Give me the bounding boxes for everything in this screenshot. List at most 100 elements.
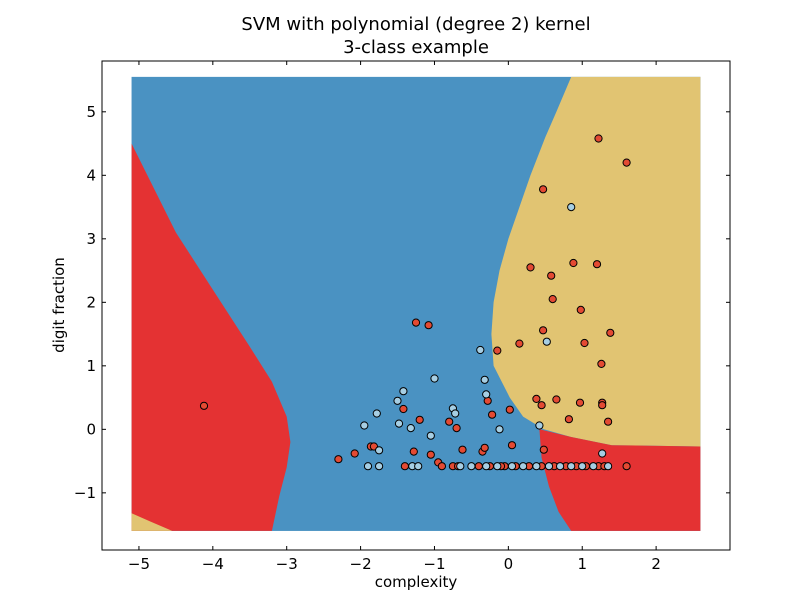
- scatter-point-red: [569, 258, 578, 268]
- decision-regions: [131, 76, 701, 531]
- scatter-point-red: [539, 326, 548, 335]
- x-tick-label: −5: [128, 555, 150, 573]
- scatter-point-red: [604, 417, 613, 426]
- scatter-point-red: [526, 263, 535, 272]
- y-tick-label: 3: [86, 230, 96, 248]
- scatter-point-blue: [480, 375, 489, 384]
- scatter-point-red: [199, 401, 209, 410]
- scatter-point-blue: [372, 409, 381, 418]
- scatter-point-red: [580, 338, 589, 348]
- scatter-point-red: [415, 415, 424, 424]
- y-axis: −1 0 1 2 3 4 5: [74, 103, 730, 502]
- scatter-point-red: [488, 410, 497, 419]
- x-tick-label: −4: [202, 555, 224, 573]
- scatter-point-red: [606, 328, 615, 337]
- scatter-point-blue: [532, 462, 541, 471]
- region-yellow-corner: [131, 513, 173, 531]
- scatter-point-blue: [544, 462, 554, 471]
- y-tick-label: 5: [86, 103, 96, 121]
- scatter-point-blue: [567, 462, 576, 471]
- scatter-point-red: [399, 404, 408, 414]
- scatter-point-blue: [375, 446, 384, 455]
- scatter-point-blue: [535, 421, 544, 430]
- y-tick-label: 4: [86, 166, 96, 184]
- scatter-point-blue: [394, 419, 404, 428]
- x-tick-label: 0: [504, 555, 514, 573]
- scatter-point-blue: [482, 462, 491, 471]
- scatter-point-blue: [430, 374, 439, 383]
- scatter-point-blue: [578, 462, 587, 471]
- scatter-point-red: [507, 441, 517, 450]
- scatter-point-blue: [482, 390, 491, 399]
- scatter-point-blue: [414, 462, 423, 471]
- scatter-point-blue: [426, 431, 435, 440]
- scatter-point-red: [350, 449, 359, 458]
- scatter-point-red: [480, 443, 489, 452]
- plot-frame: [101, 60, 731, 551]
- x-tick-label: −3: [276, 555, 298, 573]
- scatter-point-red: [458, 445, 467, 454]
- y-tick-label: −1: [74, 484, 96, 502]
- scatter-point-blue: [456, 462, 465, 471]
- scatter-point-blue: [360, 421, 369, 430]
- x-tick-label: 1: [577, 555, 587, 573]
- scatter-point-red: [505, 405, 514, 414]
- x-axis: −5 −4 −3 −2 −1 0 1 2: [128, 61, 661, 573]
- scatter-point-red: [564, 415, 574, 424]
- scatter-point-red: [532, 394, 541, 403]
- scatter-point-red: [437, 462, 446, 471]
- chart-subtitle: 3-class example: [343, 37, 489, 58]
- x-axis-label: complexity: [375, 573, 458, 591]
- scatter-point-red: [452, 424, 461, 433]
- scatter-point-blue: [393, 396, 402, 405]
- scatter-point-blue: [598, 449, 607, 458]
- scatter-point-red: [576, 305, 585, 314]
- y-tick-label: 2: [86, 293, 96, 311]
- region-red-left: [131, 143, 291, 531]
- scatter-point-red: [597, 359, 606, 368]
- scatter-point-red: [426, 450, 435, 459]
- scatter-point-blue: [467, 462, 476, 471]
- scatter-point-blue: [604, 462, 613, 471]
- scatter-point-red: [592, 260, 602, 269]
- scatter-point-blue: [495, 425, 504, 434]
- scatter-point-blue: [406, 424, 415, 433]
- scatter-point-blue: [375, 462, 384, 471]
- scatter-point-red: [474, 462, 483, 471]
- scatter-point-red: [539, 185, 548, 194]
- scatter-point-red: [622, 158, 631, 167]
- scatter-point-red: [334, 455, 343, 464]
- scatter-point-blue: [542, 337, 551, 346]
- scatter-point-red: [598, 401, 607, 410]
- scatter-point-blue: [493, 462, 502, 471]
- scatter-point-red: [424, 321, 433, 330]
- scatter-point-blue: [567, 203, 576, 212]
- y-tick-label: 1: [86, 357, 96, 375]
- scatter-point-red: [493, 346, 502, 355]
- scatter-point-red: [539, 445, 548, 454]
- region-red-right: [539, 429, 701, 531]
- plot-area: [102, 61, 730, 550]
- scatter-point-blue: [519, 462, 528, 471]
- chart-title: SVM with polynomial (degree 2) kernel: [241, 14, 590, 35]
- scatter-point-blue: [589, 462, 598, 471]
- scatter-point-blue: [556, 462, 565, 471]
- scatter-point-blue: [476, 345, 485, 355]
- scatter-point-red: [622, 462, 631, 471]
- scatter-point-red: [548, 295, 557, 304]
- scatter-point-red: [400, 462, 409, 471]
- scatter-point-blue: [451, 409, 460, 418]
- y-tick-label: 0: [86, 420, 96, 438]
- scatter-point-red: [409, 447, 418, 456]
- y-axis-label: digit fraction: [50, 257, 68, 353]
- scatter-point-blue: [507, 462, 517, 471]
- scatter-point-red: [552, 395, 561, 404]
- x-tick-label: 2: [651, 555, 661, 573]
- scatter-point-red: [445, 417, 454, 426]
- scatter-point-red: [515, 339, 524, 348]
- x-tick-label: −2: [350, 555, 372, 573]
- scatter-point-red: [594, 134, 603, 143]
- x-tick-label: −1: [423, 555, 445, 573]
- scatter-point-red: [547, 271, 556, 280]
